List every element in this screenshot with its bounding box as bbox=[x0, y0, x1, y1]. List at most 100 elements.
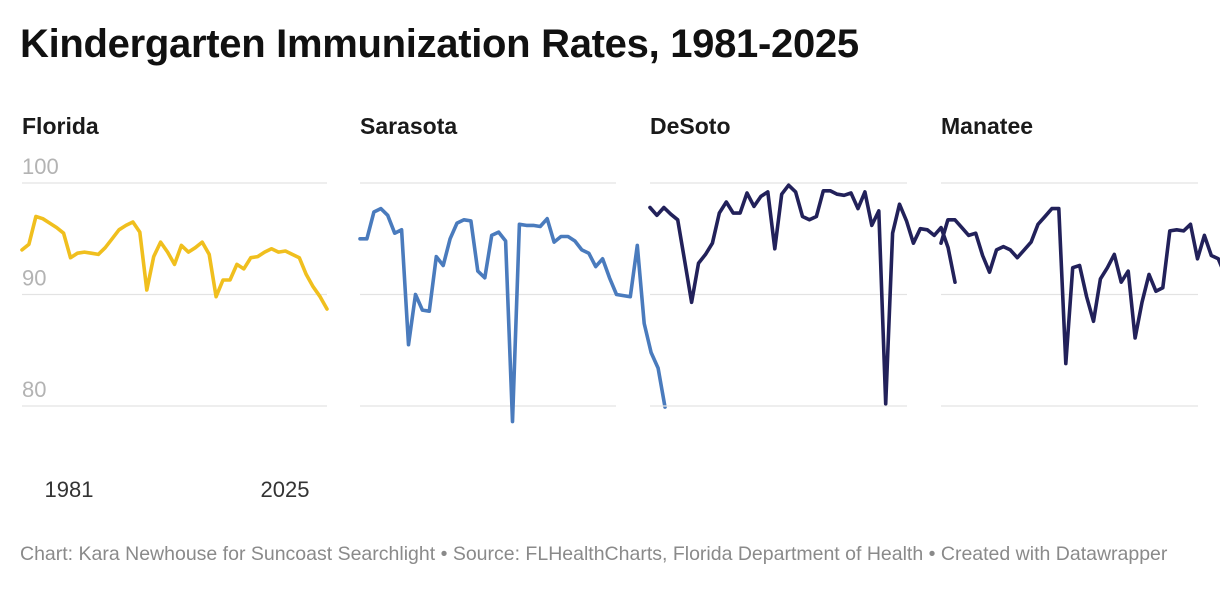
data-point-florida-2013 bbox=[242, 267, 245, 270]
data-point-sarasota-1982 bbox=[365, 237, 368, 240]
data-point-florida-2005 bbox=[187, 251, 190, 254]
data-point-manatee-1995 bbox=[1036, 223, 1039, 226]
data-point-manatee-2008 bbox=[1127, 270, 1130, 273]
data-point-sarasota-1992 bbox=[435, 255, 438, 258]
data-point-manatee-2006 bbox=[1113, 253, 1116, 256]
data-point-florida-2014 bbox=[249, 256, 252, 259]
data-point-sarasota-2007 bbox=[539, 225, 542, 228]
data-point-manatee-1989 bbox=[995, 248, 998, 251]
data-point-desoto-2010 bbox=[849, 191, 852, 194]
data-point-manatee-1986 bbox=[974, 232, 977, 235]
data-point-manatee-1990 bbox=[1002, 245, 1005, 248]
data-point-desoto-1987 bbox=[690, 301, 693, 304]
data-point-sarasota-1997 bbox=[469, 219, 472, 222]
data-point-florida-1999 bbox=[145, 288, 148, 291]
data-point-desoto-1990 bbox=[711, 242, 714, 245]
data-point-desoto-1993 bbox=[732, 212, 735, 215]
chart-footer: Chart: Kara Newhouse for Suncoast Search… bbox=[20, 542, 1200, 567]
data-point-florida-1987 bbox=[62, 232, 65, 235]
data-point-florida-1986 bbox=[55, 226, 58, 229]
data-point-desoto-2006 bbox=[822, 189, 825, 192]
data-point-florida-1984 bbox=[41, 217, 44, 220]
footer-credit: Chart: Kara Newhouse for Suncoast Search… bbox=[20, 543, 436, 565]
data-point-florida-1998 bbox=[138, 231, 141, 234]
data-point-manatee-2021 bbox=[1217, 257, 1220, 260]
data-point-desoto-1997 bbox=[759, 195, 762, 198]
data-point-sarasota-2021 bbox=[636, 244, 639, 247]
data-point-sarasota-1984 bbox=[379, 207, 382, 210]
data-point-manatee-2011 bbox=[1147, 273, 1150, 276]
data-point-florida-2016 bbox=[263, 251, 266, 254]
data-point-sarasota-2012 bbox=[573, 239, 576, 242]
data-point-manatee-2001 bbox=[1078, 264, 1081, 267]
data-point-florida-2009 bbox=[215, 295, 218, 298]
data-point-desoto-1983 bbox=[662, 206, 665, 209]
data-point-sarasota-1983 bbox=[372, 210, 375, 213]
series-line-desoto bbox=[648, 183, 957, 406]
data-point-florida-1995 bbox=[117, 228, 120, 231]
data-point-desoto-1988 bbox=[697, 262, 700, 265]
data-point-manatee-2020 bbox=[1210, 254, 1213, 257]
data-point-sarasota-1989 bbox=[414, 293, 417, 296]
data-point-sarasota-2020 bbox=[629, 295, 632, 298]
data-point-desoto-2011 bbox=[856, 207, 859, 210]
data-point-manatee-2007 bbox=[1120, 281, 1123, 284]
footer-separator: • bbox=[440, 543, 448, 565]
data-point-sarasota-1995 bbox=[455, 222, 458, 225]
data-point-sarasota-2003 bbox=[511, 420, 514, 423]
data-point-desoto-1994 bbox=[739, 212, 742, 215]
data-point-desoto-2025 bbox=[953, 281, 956, 284]
data-point-desoto-2005 bbox=[815, 215, 818, 218]
data-point-desoto-1985 bbox=[676, 218, 679, 221]
data-point-florida-2012 bbox=[235, 263, 238, 266]
data-point-desoto-2017 bbox=[898, 203, 901, 206]
data-point-florida-1983 bbox=[34, 215, 37, 218]
data-point-manatee-2010 bbox=[1140, 301, 1143, 304]
data-point-desoto-1986 bbox=[683, 259, 686, 262]
data-point-manatee-1983 bbox=[953, 218, 956, 221]
series-line-florida bbox=[20, 214, 329, 311]
data-point-manatee-1994 bbox=[1030, 241, 1033, 244]
data-point-desoto-2015 bbox=[884, 402, 887, 405]
data-point-manatee-1996 bbox=[1043, 215, 1046, 218]
data-point-desoto-2020 bbox=[919, 227, 922, 230]
data-point-manatee-2005 bbox=[1106, 266, 1109, 269]
data-point-sarasota-1999 bbox=[483, 276, 486, 279]
panel-title-desoto: DeSoto bbox=[650, 113, 731, 139]
data-point-florida-2010 bbox=[221, 278, 224, 281]
data-point-manatee-2019 bbox=[1203, 234, 1206, 237]
panel-title-florida: Florida bbox=[22, 113, 99, 139]
panel-title-sarasota: Sarasota bbox=[360, 113, 457, 139]
data-point-desoto-2016 bbox=[891, 232, 894, 235]
y-tick-label-90: 90 bbox=[22, 266, 46, 291]
data-point-sarasota-1986 bbox=[393, 232, 396, 235]
data-point-desoto-2022 bbox=[933, 234, 936, 237]
data-point-sarasota-1994 bbox=[449, 237, 452, 240]
data-point-florida-2001 bbox=[159, 241, 162, 244]
data-point-desoto-2003 bbox=[801, 215, 804, 218]
data-point-sarasota-1993 bbox=[442, 264, 445, 267]
data-point-florida-1996 bbox=[124, 224, 127, 227]
data-point-florida-1982 bbox=[27, 243, 30, 246]
data-point-sarasota-1996 bbox=[462, 218, 465, 221]
data-point-manatee-1987 bbox=[981, 254, 984, 257]
data-point-sarasota-2004 bbox=[518, 223, 521, 226]
data-point-florida-2020 bbox=[291, 253, 294, 256]
series-line-sarasota bbox=[358, 206, 667, 424]
data-point-manatee-2016 bbox=[1182, 229, 1185, 232]
data-point-florida-2021 bbox=[298, 256, 301, 259]
data-point-sarasota-1988 bbox=[407, 343, 410, 346]
data-point-manatee-2002 bbox=[1085, 295, 1088, 298]
data-point-manatee-2018 bbox=[1196, 257, 1199, 260]
data-point-manatee-1982 bbox=[946, 218, 949, 221]
data-point-florida-2024 bbox=[319, 295, 322, 298]
data-point-florida-1991 bbox=[90, 252, 93, 255]
data-point-manatee-2014 bbox=[1168, 229, 1171, 232]
data-point-sarasota-2002 bbox=[504, 239, 507, 242]
data-point-desoto-1991 bbox=[718, 212, 721, 215]
data-point-sarasota-2014 bbox=[587, 252, 590, 255]
chart-title: Kindergarten Immunization Rates, 1981-20… bbox=[20, 22, 859, 66]
data-point-desoto-1989 bbox=[704, 253, 707, 256]
data-point-desoto-2004 bbox=[808, 218, 811, 221]
data-point-florida-1992 bbox=[97, 253, 100, 256]
